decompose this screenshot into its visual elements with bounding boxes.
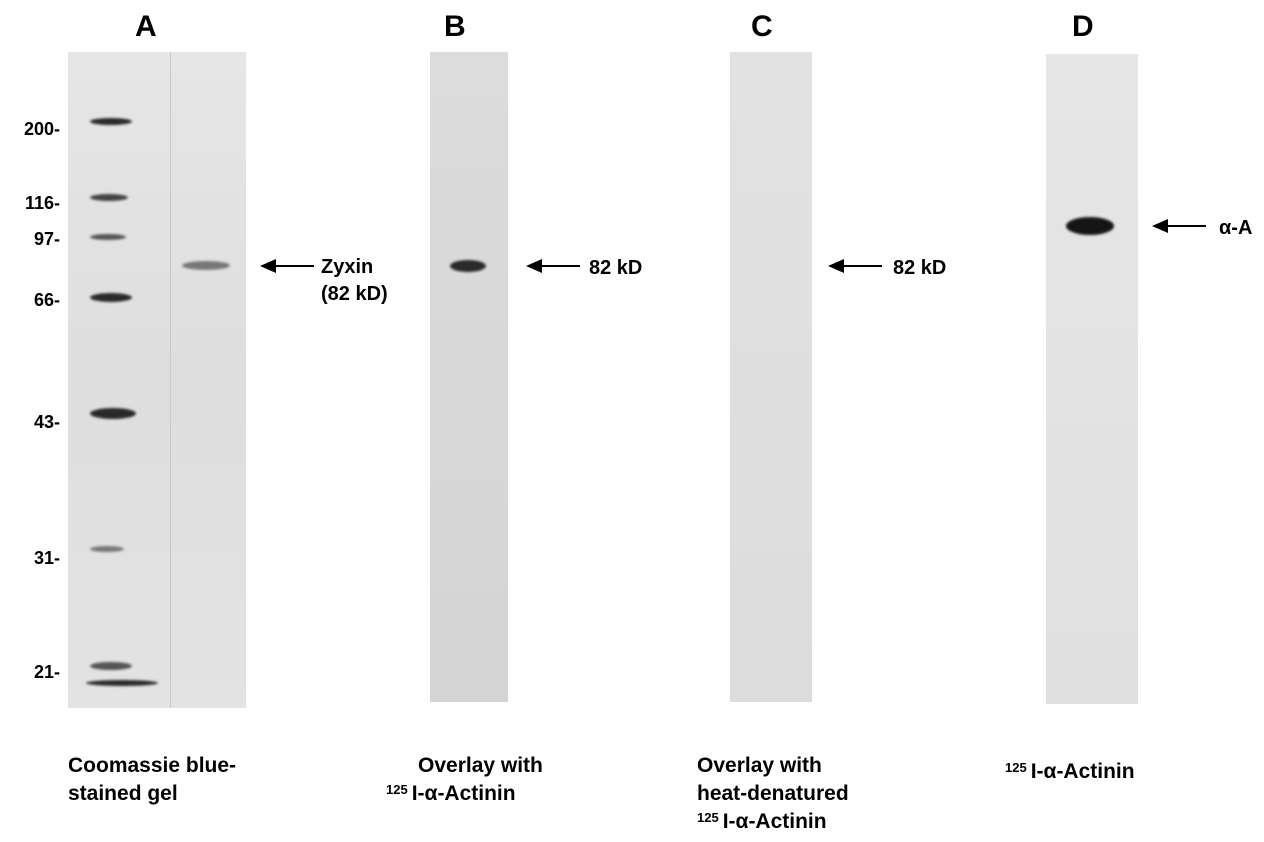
marker-band-31 — [90, 546, 124, 552]
mw-label-66: 66- — [33, 290, 60, 310]
mw-label-31: 31- — [33, 548, 60, 568]
arrow-b-82 — [526, 259, 580, 273]
caption-d-sup: 125 — [1005, 760, 1027, 775]
caption-a-line2: stained gel — [68, 782, 178, 805]
lane-divider — [170, 52, 171, 708]
label-b-82kd: 82 kD — [589, 257, 643, 279]
label-alpha-a: α-A — [1219, 217, 1253, 239]
mw-label-43: 43- — [33, 412, 60, 432]
gel-panel-b — [430, 52, 508, 702]
caption-c-sup: 125 — [697, 810, 719, 825]
caption-b-sup: 125 — [386, 782, 408, 797]
caption-b-line2-wrap: 125 I-α-Actinin — [386, 780, 543, 808]
marker-band-43 — [90, 408, 136, 419]
arrow-c-82 — [828, 259, 882, 273]
label-zyxin-mw: (82 kD) — [321, 283, 388, 305]
arrow-zyxin — [260, 259, 314, 273]
marker-band-116 — [90, 194, 128, 201]
caption-b: Overlay with 125 I-α-Actinin — [386, 752, 543, 808]
mw-label-116: 116- — [24, 193, 60, 213]
panel-letter-a: A — [135, 10, 157, 43]
caption-c-line1: Overlay with — [697, 754, 822, 777]
caption-d: 125 I-α-Actinin — [1005, 758, 1135, 786]
gel-panel-d — [1046, 54, 1138, 704]
caption-b-line2: I-α-Actinin — [411, 782, 516, 805]
caption-a: Coomassie blue- stained gel — [68, 752, 236, 808]
mw-label-21: 21- — [33, 662, 60, 682]
caption-a-line1: Coomassie blue- — [68, 754, 237, 777]
label-c-82kd: 82 kD — [893, 257, 947, 279]
alpha-actinin-band — [1066, 217, 1114, 235]
panel-letter-c: C — [751, 10, 773, 43]
marker-band-66 — [90, 293, 132, 302]
label-zyxin: Zyxin — [321, 256, 374, 278]
caption-c-line2: heat-denatured — [697, 782, 849, 805]
arrow-alpha-a — [1152, 219, 1206, 233]
gel-panel-a — [68, 52, 246, 708]
panel-letter-b: B — [444, 10, 466, 43]
caption-d-line1-wrap: 125 I-α-Actinin — [1005, 758, 1135, 786]
caption-c-line3-wrap: 125 I-α-Actinin — [697, 808, 849, 836]
panel-letter-d: D — [1072, 10, 1094, 43]
mw-label-200: 200- — [23, 119, 60, 139]
gel-panel-c — [730, 52, 812, 702]
caption-d-line1: I-α-Actinin — [1030, 760, 1135, 783]
caption-b-line1: Overlay with — [418, 754, 543, 777]
actinin-binding-band — [450, 260, 486, 272]
zyxin-band — [182, 261, 230, 270]
marker-band-front — [86, 680, 158, 686]
caption-c: Overlay with heat-denatured 125 I-α-Actin… — [697, 752, 849, 836]
marker-band-200 — [90, 118, 132, 125]
marker-band-97 — [90, 234, 126, 240]
mw-label-97: 97- — [33, 229, 60, 249]
caption-c-line3: I-α-Actinin — [722, 810, 827, 833]
marker-band-21 — [90, 662, 132, 670]
